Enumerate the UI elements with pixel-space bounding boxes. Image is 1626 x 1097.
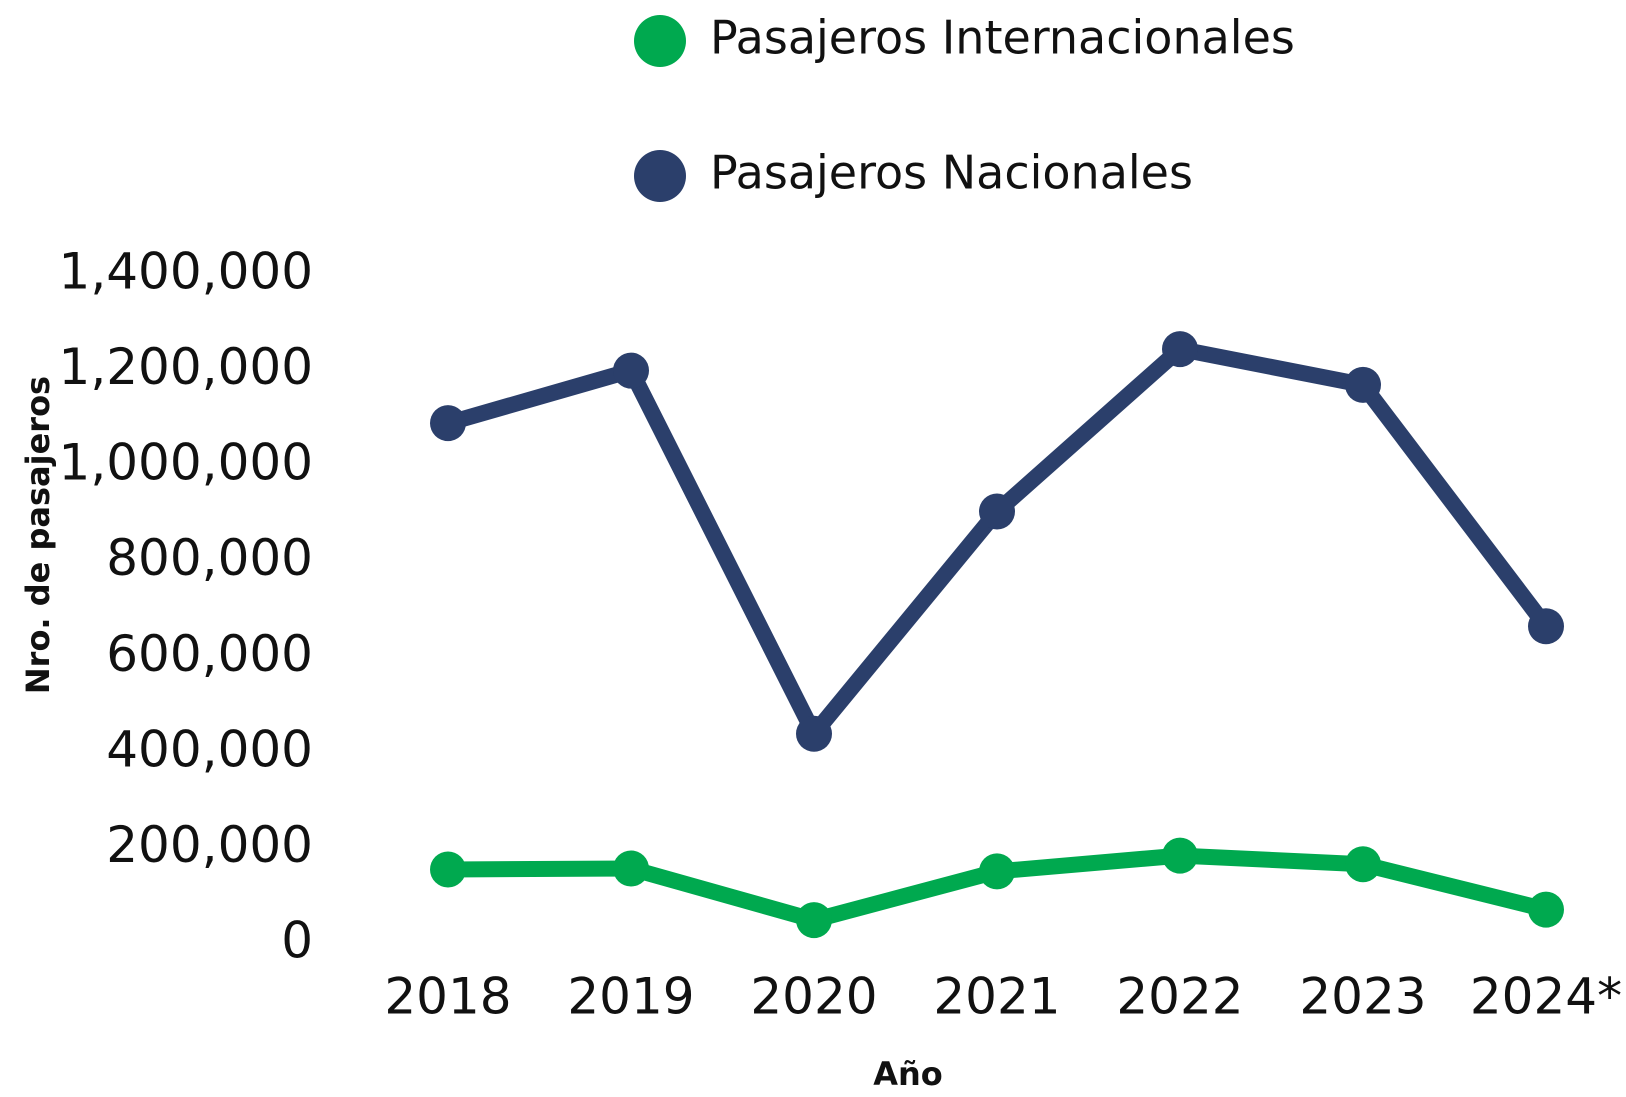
y-tick-label: 400,000: [106, 720, 313, 778]
data-point: [1345, 846, 1381, 883]
x-axis-title: Año: [873, 1055, 943, 1093]
y-tick-label: 800,000: [106, 529, 313, 587]
x-tick-label: 2022: [1116, 968, 1243, 1026]
legend-label: Pasajeros Internacionales: [710, 11, 1295, 65]
y-tick-label: 1,400,000: [59, 243, 313, 301]
y-tick-label: 1,000,000: [59, 434, 313, 492]
y-tick-label: 600,000: [106, 625, 313, 683]
data-point: [613, 850, 649, 887]
data-point: [979, 853, 1015, 890]
y-tick-label: 0: [281, 912, 313, 970]
data-point: [796, 715, 832, 752]
data-point: [1162, 837, 1198, 874]
legend-marker: [634, 150, 686, 202]
data-point: [1528, 891, 1564, 928]
legend-marker: [634, 15, 686, 67]
y-tick-label: 200,000: [106, 816, 313, 874]
data-point: [1162, 331, 1198, 368]
data-point: [796, 902, 832, 939]
data-point: [979, 493, 1015, 530]
y-tick-label: 1,200,000: [59, 338, 313, 396]
x-tick-label: 2024*: [1470, 968, 1622, 1026]
data-point: [1345, 366, 1381, 403]
y-axis-title: Nro. de pasajeros: [19, 376, 57, 694]
x-tick-label: 2021: [933, 968, 1060, 1026]
series-line: [445, 341, 1553, 742]
x-tick-label: 2023: [1299, 968, 1426, 1026]
data-point: [430, 851, 466, 888]
data-point: [1528, 608, 1564, 645]
x-tick-label: 2018: [384, 968, 511, 1026]
x-tick-label: 2020: [750, 968, 877, 1026]
x-tick-label: 2019: [567, 968, 694, 1026]
legend-label: Pasajeros Nacionales: [710, 146, 1193, 200]
data-point: [613, 352, 649, 389]
data-point: [430, 405, 466, 442]
